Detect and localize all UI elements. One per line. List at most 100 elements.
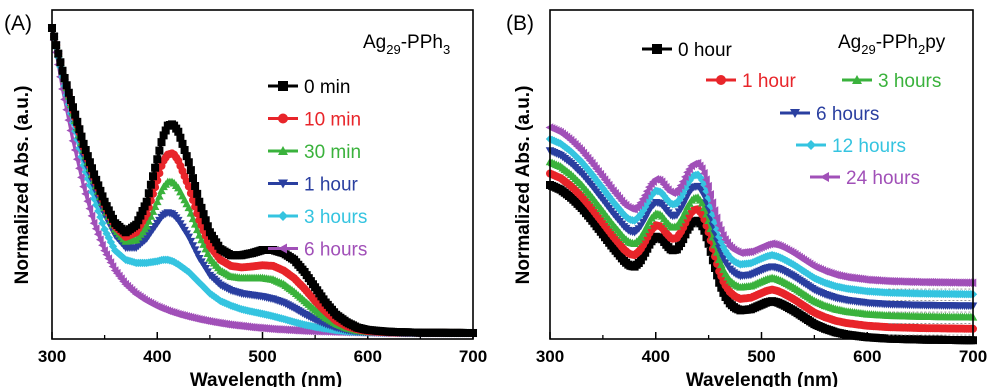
panel-a-series-5-point bbox=[102, 250, 110, 259]
panelb-x-tick-label: 300 bbox=[536, 347, 564, 366]
panel-b-legend-item: 12 hours bbox=[796, 136, 906, 157]
panel-a-series-0-point bbox=[64, 88, 73, 97]
panela-x-tick-label: 700 bbox=[459, 347, 487, 366]
panel-a-series-5-line bbox=[50, 27, 473, 335]
panel-a-series-0-point bbox=[191, 182, 200, 190]
panel-b-y-axis-label: Normalized Abs. (a.u.) bbox=[513, 86, 534, 285]
panel-a-series-3-line bbox=[50, 27, 473, 335]
panel-a-series-2-line bbox=[50, 27, 473, 335]
panel-a-series-0-point bbox=[144, 189, 153, 198]
panel-a-series-2-point bbox=[142, 221, 151, 230]
panel-a: (A) Normalized Abs. (a.u.) Wavelength (n… bbox=[4, 9, 487, 391]
panela-x-tick-label: 300 bbox=[38, 347, 66, 366]
panel-a-legend-item: 0 min bbox=[268, 77, 350, 98]
panel-a-series-0-point bbox=[184, 158, 193, 167]
panela-x-tick-label: 400 bbox=[143, 347, 171, 366]
legend-label: 1 hour bbox=[742, 71, 797, 92]
panel-a-series-5-point bbox=[85, 204, 94, 213]
panel-a-series-5-point bbox=[108, 262, 117, 271]
legend-label: 0 min bbox=[304, 77, 350, 98]
panel-a-series-5-markers bbox=[47, 23, 477, 338]
panel-a-series-5-point bbox=[91, 224, 100, 233]
panel-a-series-2-point bbox=[150, 202, 160, 210]
panel-a-series-0-point bbox=[153, 155, 162, 164]
panel-b-x-axis-label: Wavelength (nm) bbox=[686, 370, 838, 387]
legend-label: 24 hours bbox=[846, 168, 920, 189]
panel-a-series-0-point bbox=[151, 163, 160, 172]
panel-a-series-5-point bbox=[106, 258, 115, 267]
panel-a-series-0-point bbox=[155, 146, 164, 155]
panel-a-series-2-point bbox=[184, 203, 194, 212]
panel-a-legend-item: 1 hour bbox=[268, 175, 359, 196]
panel-a-series-0-point bbox=[56, 58, 65, 67]
panel-a-legend-item: 10 min bbox=[268, 110, 361, 131]
legend-marker bbox=[278, 81, 288, 91]
panel-a-series-0-point bbox=[75, 125, 84, 134]
legend-label: 10 min bbox=[304, 110, 361, 131]
panel-b-label: (B) bbox=[506, 12, 534, 35]
legend-marker bbox=[806, 140, 816, 150]
panel-a-series-3-point bbox=[190, 246, 200, 255]
panel-a-series-0-point bbox=[54, 49, 63, 58]
panel-a-series-0-point bbox=[52, 41, 61, 50]
panel-a-series-1-markers bbox=[47, 24, 478, 337]
panel-a-series-3-point bbox=[184, 233, 194, 242]
panel-a-series-0-point bbox=[149, 172, 157, 181]
legend-marker bbox=[278, 211, 288, 221]
panel-a-compound-label: Ag29-PPh3 bbox=[363, 32, 450, 57]
panel-a-series-0-point bbox=[73, 117, 82, 126]
panel-a-series-5-point bbox=[79, 182, 87, 191]
panel-a-series-3-point bbox=[188, 242, 198, 250]
legend-label: 3 hours bbox=[878, 71, 941, 92]
panel-a-series-5-point bbox=[93, 229, 102, 239]
panelb-x-tick-label: 500 bbox=[747, 347, 775, 366]
legend-label: 3 hours bbox=[304, 207, 367, 228]
panel-a-series-0-point bbox=[189, 174, 197, 183]
panel-a-series-0-point bbox=[193, 189, 202, 198]
panel-a-series-2-markers bbox=[47, 23, 478, 337]
panel-a-series-3-markers bbox=[47, 24, 478, 338]
panel-a-series-0-point bbox=[186, 166, 195, 175]
panel-a-series-0-line bbox=[50, 27, 473, 335]
panel-a-series-5-point bbox=[104, 254, 113, 263]
panel-a-series-0-point bbox=[60, 74, 69, 82]
panelb-x-tick-label: 400 bbox=[642, 347, 670, 366]
panel-a-series-0-point bbox=[66, 96, 75, 104]
panel-a-series-2-point bbox=[153, 197, 162, 206]
panel-b-compound-label: Ag29-PPh2py bbox=[838, 32, 946, 57]
legend-label: 12 hours bbox=[832, 136, 906, 157]
panel-a-series-0-point bbox=[58, 66, 67, 75]
panel-a-series-0-point bbox=[142, 197, 151, 206]
panel-a-series-2-point bbox=[155, 191, 164, 200]
panel-a-series-0-point bbox=[71, 110, 80, 119]
panel-a-series-4-point bbox=[94, 206, 103, 216]
legend-label: 6 hours bbox=[816, 104, 879, 125]
panel-a-series-4-point bbox=[96, 212, 105, 222]
panel-a-legend-item: 30 min bbox=[268, 142, 361, 163]
panel-a-series-5-point bbox=[83, 196, 92, 206]
panel-a-series-0-point bbox=[69, 103, 77, 112]
panel-a-series-5-point bbox=[87, 211, 96, 221]
panel-a-series-5-point bbox=[100, 246, 108, 255]
legend-marker bbox=[652, 44, 662, 54]
panel-a-series-2-point bbox=[148, 207, 158, 215]
panel-a-series-3-point bbox=[192, 250, 202, 259]
panel-a-series-1-line bbox=[50, 27, 473, 335]
panel-a-series-4-point bbox=[98, 219, 107, 228]
panel-a-y-axis-label: Normalized Abs. (a.u.) bbox=[12, 86, 33, 285]
panel-a-series-2-point bbox=[186, 208, 196, 217]
panel-a-series-0-markers bbox=[48, 24, 477, 337]
panel-b-legend-item: 24 hours bbox=[810, 168, 920, 189]
panel-a-series-5-point bbox=[81, 189, 89, 199]
legend-label: 30 min bbox=[304, 142, 361, 163]
panel-b-legend-item: 1 hour bbox=[706, 71, 797, 92]
panel-a-series-2-point bbox=[192, 225, 202, 234]
panel-a-series-5-point bbox=[95, 235, 104, 244]
legend-marker bbox=[278, 113, 288, 124]
panelb-x-tick-label: 700 bbox=[959, 347, 987, 366]
panel-a-series-3-point bbox=[186, 237, 196, 246]
panel-a-series-5-point bbox=[77, 173, 85, 182]
legend-label: 0 hour bbox=[678, 40, 733, 61]
